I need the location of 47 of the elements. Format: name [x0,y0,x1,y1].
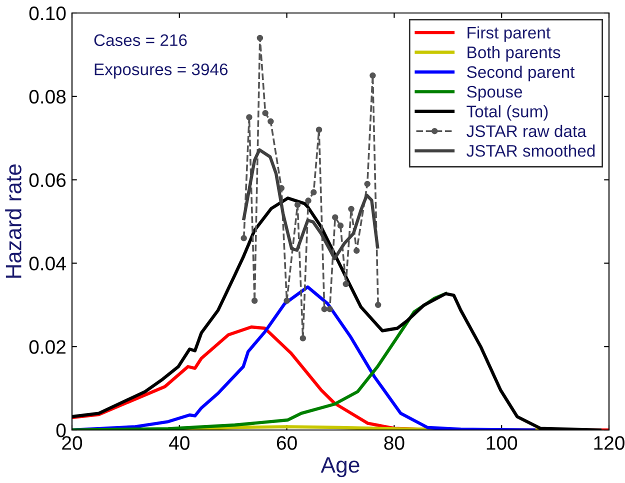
legend-label: Spouse [467,86,522,101]
annotation: Exposures = 3946 [94,63,228,79]
point [246,114,252,120]
x-tick-label: 120 [594,436,624,450]
point [251,298,258,304]
point [305,198,312,204]
y-tick-label: 0.02 [29,340,66,354]
point [310,189,317,196]
point [316,126,322,133]
y-tick-label: 0.04 [29,256,66,270]
y-tick-label: 0.08 [29,90,66,104]
legend-label: Both parents [468,46,560,62]
point [332,214,338,220]
point [348,206,354,212]
point [294,202,301,208]
line-series [242,148,380,260]
point [326,306,333,312]
point [268,118,274,125]
line-series [72,285,536,430]
legend-label: JSTAR smoothed [466,144,595,157]
x-tick-label: 20 [62,436,82,450]
legend-label: Second parent [467,66,575,82]
y-tick-label: 0.06 [29,173,66,188]
point [321,306,328,312]
point [337,222,344,229]
legend-label: Total (sum) [466,105,548,121]
point [374,302,382,308]
y-tick-label: 0 [56,423,66,438]
x-tick-label: 60 [276,436,297,450]
y-axis-title: Hazard rate [5,164,22,278]
point [262,110,268,116]
point [300,335,306,342]
x-tick-label: 100 [486,436,518,450]
point [256,34,264,42]
annotation: Cases = 216 [94,34,187,46]
legend-label: JSTAR raw data [466,124,586,138]
point [364,180,370,188]
point [342,280,349,288]
x-tick-label: 40 [169,436,190,450]
y-tick-label: 0.10 [29,6,66,20]
legend-label: First parent [468,26,550,42]
point [284,298,290,304]
point [353,248,360,254]
x-axis-title: Age [320,457,360,478]
point [370,72,376,79]
point [240,235,247,242]
x-tick-label: 80 [384,436,404,450]
